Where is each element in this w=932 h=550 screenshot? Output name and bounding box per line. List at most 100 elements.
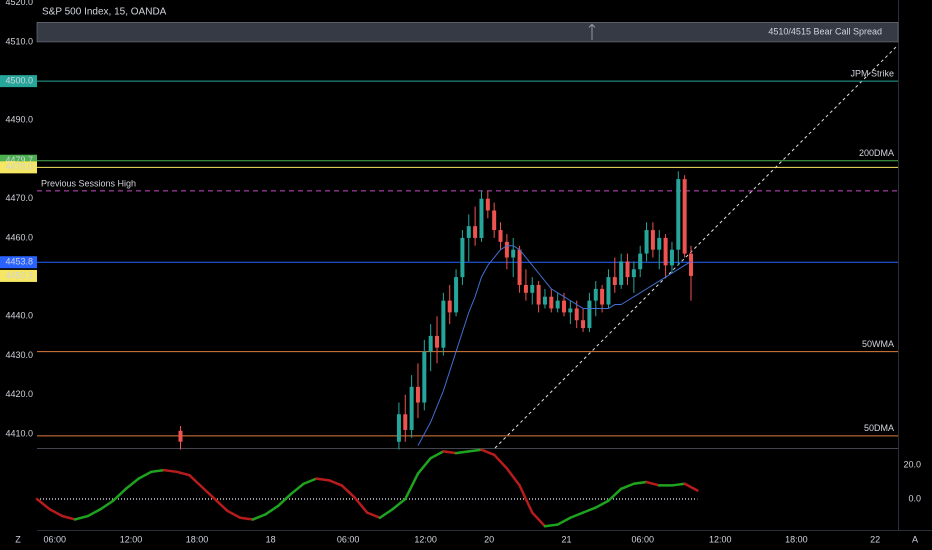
y-tick-label: 4430.0 xyxy=(5,350,33,360)
oscillator-segment xyxy=(531,511,547,528)
candle-body xyxy=(612,277,617,285)
candle-body xyxy=(606,277,611,305)
level-label: Previous Sessions High xyxy=(41,178,136,188)
oscillator-segment xyxy=(238,516,255,521)
candle-body xyxy=(415,386,420,403)
candle-body xyxy=(542,296,547,305)
candle-body xyxy=(631,269,636,278)
oscillator-segment xyxy=(137,470,153,480)
candle-body xyxy=(178,430,183,442)
oscillator-segment xyxy=(365,511,382,520)
candle-body xyxy=(619,261,624,285)
price-label: 4479.7 xyxy=(5,155,33,165)
candle-body xyxy=(492,210,497,231)
x-tick-label: 12:00 xyxy=(414,534,437,544)
candle-body xyxy=(466,226,471,238)
oscillator-segment xyxy=(505,467,521,487)
candle-body xyxy=(689,253,694,276)
candle-body xyxy=(498,230,503,242)
oscillator-segment xyxy=(581,506,598,514)
candle-body xyxy=(460,237,465,278)
oscillator-segment xyxy=(442,450,458,455)
candle-body xyxy=(504,241,509,258)
band xyxy=(36,22,899,43)
trend-line xyxy=(494,44,899,449)
oscillator-segment xyxy=(48,507,64,518)
candle-body xyxy=(435,335,440,348)
y-tick-label: 4510.0 xyxy=(5,36,33,46)
candle-body xyxy=(409,386,414,430)
candle-body xyxy=(511,249,516,258)
price-label: 4453.8 xyxy=(5,257,33,267)
candle-body xyxy=(454,277,459,313)
level-label: 50DMA xyxy=(864,423,894,433)
y-tick-label: 4420.0 xyxy=(5,389,33,399)
candle-body xyxy=(517,249,522,285)
oscillator-segment xyxy=(543,523,559,528)
band-label: 4510/4515 Bear Call Spread xyxy=(768,27,882,37)
oscillator-segment xyxy=(645,480,661,487)
oscillator-segment xyxy=(556,516,572,526)
oscillator-segment xyxy=(429,450,445,460)
x-tick-label: 12:00 xyxy=(120,534,143,544)
level-label: JPM Strike xyxy=(850,69,894,79)
oscillator-segment xyxy=(327,479,344,487)
level-label: 50WMA xyxy=(862,339,894,349)
oscillator-segment xyxy=(569,511,585,520)
oscillator-segment xyxy=(518,484,534,514)
oscillator-segment xyxy=(302,477,318,485)
oscillator-segment xyxy=(391,497,407,511)
oscillator-segment xyxy=(315,477,331,482)
x-tick-label: 18:00 xyxy=(186,534,209,544)
zoom-button[interactable]: Z xyxy=(15,534,21,544)
candle-body xyxy=(650,230,655,250)
candle-body xyxy=(473,226,478,238)
candle-body xyxy=(441,300,446,348)
x-tick-label: 06:00 xyxy=(631,534,654,544)
y-tick-label: 4520.0 xyxy=(5,0,33,7)
oscillator-segment xyxy=(289,482,305,496)
candle-body xyxy=(447,300,452,313)
x-tick-label: 22 xyxy=(870,534,880,544)
price-label: 4500.0 xyxy=(5,76,33,86)
oscillator-segment xyxy=(150,468,166,474)
oscillator-segment xyxy=(35,497,51,511)
moving-average xyxy=(417,245,692,446)
auto-button[interactable]: A xyxy=(912,534,918,544)
x-tick-label: 18:00 xyxy=(785,534,808,544)
candle-body xyxy=(428,335,433,352)
oscillator-segment xyxy=(454,450,471,455)
candle-body xyxy=(657,237,662,250)
candle-body xyxy=(663,237,668,266)
oscillator-segment xyxy=(683,482,699,492)
oscillator-segment xyxy=(277,492,293,508)
x-tick-label: 12:00 xyxy=(709,534,732,544)
price-label-box xyxy=(0,161,37,174)
oscillator-segment xyxy=(594,499,610,509)
y2-tick-label: 20.0 xyxy=(903,459,921,469)
candle-body xyxy=(587,300,592,329)
oscillator-segment xyxy=(404,472,420,501)
candle-body xyxy=(638,253,643,270)
oscillator-segment xyxy=(99,499,115,511)
oscillator-segment xyxy=(670,482,686,487)
oscillator-segment xyxy=(632,480,648,485)
oscillator-segment xyxy=(340,484,356,499)
candle-body xyxy=(644,230,649,254)
candle-body xyxy=(669,249,674,266)
y-tick-label: 4470.0 xyxy=(5,193,33,203)
oscillator-segment xyxy=(378,507,394,520)
oscillator-segment xyxy=(480,448,496,457)
oscillator-segment xyxy=(226,509,242,520)
level-label: 200DMA xyxy=(859,148,894,158)
oscillator-segment xyxy=(61,514,77,521)
price-label-box xyxy=(0,269,37,282)
candle-body xyxy=(574,308,579,321)
candle-body xyxy=(479,198,484,238)
oscillator-segment xyxy=(264,504,280,516)
candle-body xyxy=(536,284,541,305)
candle-body xyxy=(523,284,528,293)
y2-tick-label: 0.0 xyxy=(908,493,921,503)
oscillator-segment xyxy=(175,470,191,477)
